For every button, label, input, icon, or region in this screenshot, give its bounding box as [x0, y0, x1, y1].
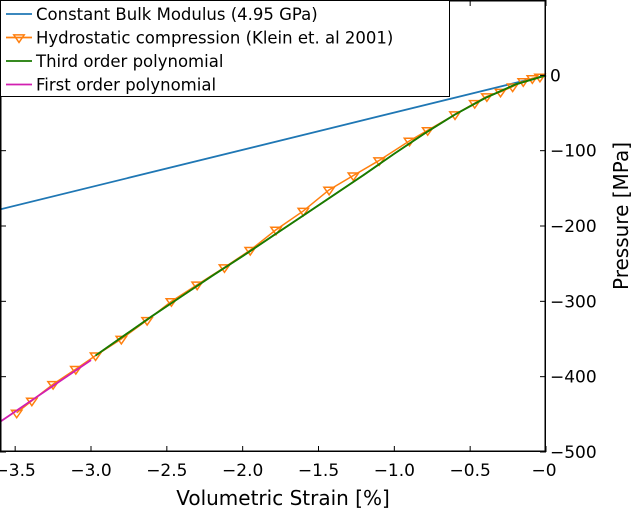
legend-entry: Third order polynomial: [35, 52, 223, 71]
data-point: [69, 365, 83, 376]
legend-marker: [12, 34, 26, 44]
x-tick-label: −3.5: [0, 461, 36, 481]
y-tick-label: −500: [550, 443, 597, 463]
legend-entry: First order polynomial: [36, 76, 216, 95]
data-point: [421, 127, 435, 137]
series-layer: [0, 73, 547, 423]
series-line-overlay: [95, 74, 547, 357]
x-axis-label: Volumetric Strain [%]: [176, 486, 390, 510]
y-tick-label: −200: [550, 217, 597, 237]
data-point: [346, 172, 361, 182]
x-tick-label: −0: [531, 461, 556, 481]
x-tick-label: −1.5: [298, 461, 339, 481]
x-tick-label: −1.0: [374, 461, 415, 481]
y-axis-ticks: 0 −100 −200 −300 −400 −500: [0, 66, 597, 463]
x-axis-ticks: −3.5 −3.0 −2.5 −2.0 −1.5 −1.0 −0.5 −0: [0, 0, 557, 481]
y-axis-label: Pressure [MPa]: [609, 142, 633, 290]
y-tick-label: −100: [550, 142, 597, 162]
data-point: [296, 207, 310, 218]
x-tick-label: −2.5: [146, 461, 187, 481]
data-point: [46, 380, 60, 391]
data-point: [190, 281, 204, 291]
legend-box: [0, 0, 450, 97]
data-point: [88, 352, 103, 362]
series-line-0: [0, 74, 547, 211]
y-tick-label: −300: [550, 292, 597, 312]
y-tick-label: −400: [550, 368, 597, 388]
legend-entry: Constant Bulk Modulus (4.95 GPa): [36, 5, 318, 24]
legend: Constant Bulk Modulus (4.95 GPa) Hydrosta…: [0, 0, 450, 97]
x-tick-label: −3.0: [70, 461, 111, 481]
y-tick-label: 0: [550, 66, 561, 86]
data-point: [322, 186, 336, 197]
data-point: [243, 246, 257, 257]
x-tick-label: −2.0: [222, 461, 263, 481]
x-tick-label: −0.5: [450, 461, 491, 481]
series-line-3: [0, 359, 92, 423]
legend-entry: Hydrostatic compression (Klein et. al 20…: [36, 29, 393, 48]
